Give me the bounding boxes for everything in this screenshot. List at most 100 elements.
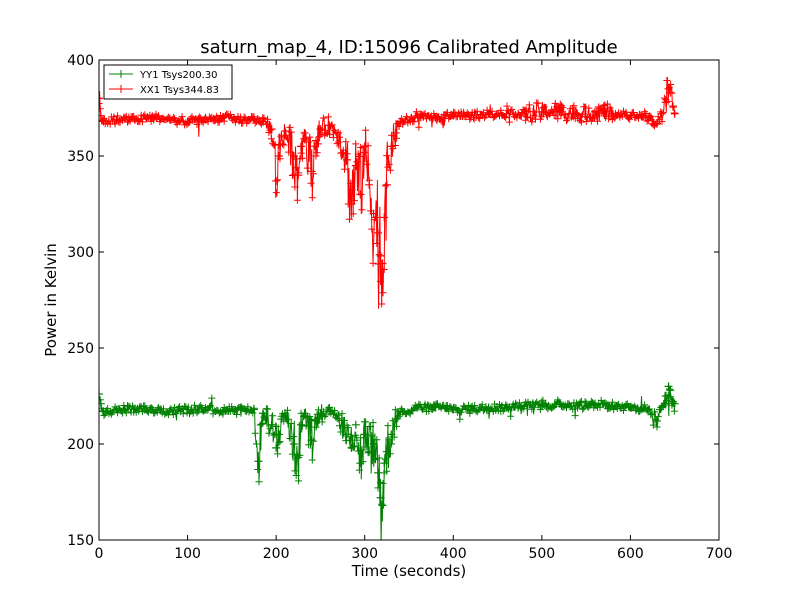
- legend-box: [103, 64, 233, 100]
- data-point: [520, 109, 529, 118]
- x-tick-label: 500: [528, 546, 555, 562]
- data-point: [573, 401, 582, 410]
- data-point: [219, 113, 227, 122]
- data-point: [130, 405, 139, 414]
- x-tick-label: 200: [263, 546, 290, 562]
- data-point: [254, 457, 263, 466]
- data-point: [661, 392, 670, 400]
- data-point: [626, 111, 635, 120]
- chart-title: saturn_map_4, ID:15096 Calibrated Amplit…: [200, 37, 617, 58]
- data-point: [380, 213, 389, 222]
- data-point: [484, 403, 493, 412]
- x-tick-label: 300: [351, 546, 378, 562]
- legend-label: YY1 Tsys200.30: [139, 70, 218, 81]
- data-point: [413, 403, 422, 412]
- data-point: [201, 405, 210, 414]
- data-point: [347, 443, 356, 452]
- legend-label: XX1 Tsys344.83: [140, 85, 219, 96]
- data-point: [396, 117, 405, 126]
- data-point: [653, 119, 661, 128]
- data-point: [267, 125, 276, 134]
- y-tick-label: 350: [67, 149, 94, 165]
- data-point: [274, 430, 283, 439]
- x-tick-label: 0: [95, 546, 104, 562]
- data-point: [334, 411, 343, 420]
- data-point: [484, 109, 493, 118]
- y-tick-label: 400: [67, 53, 94, 69]
- data-point: [267, 420, 276, 429]
- data-point: [644, 113, 653, 122]
- data-point: [626, 403, 635, 412]
- data-point: [365, 180, 374, 189]
- series-1: [99, 382, 679, 540]
- data-point: [449, 111, 458, 120]
- data-point: [378, 259, 387, 268]
- data-point: [668, 397, 677, 406]
- data-point: [356, 190, 365, 199]
- data-point: [165, 407, 174, 416]
- data-point: [670, 109, 679, 118]
- data-point: [281, 127, 289, 136]
- data-point: [644, 405, 653, 414]
- data-point: [296, 420, 305, 429]
- data-point: [376, 251, 385, 260]
- data-point: [99, 407, 108, 416]
- data-point: [272, 443, 281, 452]
- data-point: [666, 386, 675, 395]
- legend-marker: [117, 85, 125, 93]
- plot-frame: [98, 59, 720, 541]
- data-point: [573, 109, 582, 118]
- y-tick-label: 150: [67, 533, 94, 549]
- series-markers: [99, 77, 678, 308]
- data-point: [148, 113, 157, 122]
- data-point: [374, 468, 382, 477]
- data-point: [112, 115, 121, 124]
- data-point: [376, 493, 385, 502]
- data-point: [99, 111, 105, 120]
- data-point: [374, 228, 382, 237]
- data-point: [591, 399, 599, 408]
- data-point: [369, 209, 378, 218]
- data-point: [657, 109, 666, 118]
- data-point: [356, 459, 365, 468]
- data-point: [201, 115, 210, 124]
- data-point: [664, 84, 673, 93]
- data-point: [165, 115, 174, 124]
- data-point: [653, 416, 661, 425]
- data-point: [467, 405, 475, 414]
- data-point: [219, 407, 227, 416]
- data-point: [281, 409, 289, 418]
- data-point: [272, 176, 281, 185]
- data-point: [555, 399, 564, 408]
- data-point: [130, 115, 139, 124]
- data-point: [300, 409, 309, 418]
- data-point: [99, 390, 103, 399]
- data-point: [608, 401, 617, 410]
- data-point: [307, 167, 316, 176]
- data-point: [325, 407, 334, 416]
- data-point: [537, 401, 546, 410]
- data-point: [365, 447, 374, 456]
- data-point: [296, 142, 305, 151]
- data-point: [99, 94, 103, 103]
- data-point: [250, 405, 258, 414]
- data-point: [382, 447, 391, 456]
- data-point: [312, 416, 320, 425]
- data-point: [396, 407, 405, 416]
- data-point: [387, 430, 396, 439]
- data-point: [183, 405, 192, 414]
- data-point: [413, 113, 422, 122]
- y-tick-label: 250: [67, 341, 94, 357]
- data-point: [236, 115, 245, 124]
- data-point: [537, 107, 546, 116]
- data-point: [294, 453, 303, 462]
- data-point: [258, 117, 267, 126]
- data-point: [670, 399, 679, 408]
- data-point: [668, 102, 677, 111]
- data-point: [347, 200, 356, 208]
- data-point: [664, 382, 673, 391]
- legend-marker: [117, 70, 125, 78]
- data-point: [666, 88, 675, 97]
- data-point: [300, 128, 309, 137]
